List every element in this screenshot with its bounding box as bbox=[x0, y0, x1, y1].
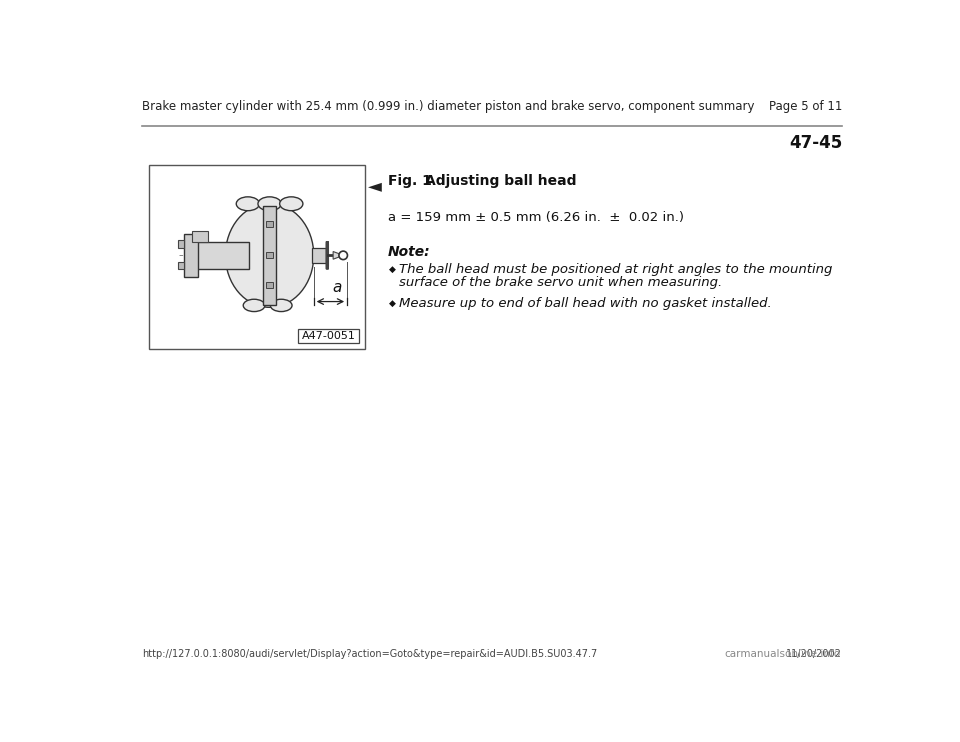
Bar bbox=[266, 220, 274, 227]
Text: carmanualsonline.info: carmanualsonline.info bbox=[725, 649, 841, 659]
Text: Fig. 1: Fig. 1 bbox=[388, 174, 432, 188]
Text: ◄: ◄ bbox=[368, 177, 382, 195]
Bar bbox=[188, 241, 249, 269]
Bar bbox=[263, 206, 276, 305]
Ellipse shape bbox=[258, 197, 281, 211]
Text: a: a bbox=[332, 280, 342, 295]
Bar bbox=[299, 329, 359, 343]
Bar bbox=[266, 252, 274, 257]
Text: Adjusting ball head: Adjusting ball head bbox=[425, 174, 577, 188]
Bar bbox=[192, 231, 207, 241]
Bar bbox=[179, 240, 184, 248]
Text: a = 159 mm ± 0.5 mm (6.26 in.  ±  0.02 in.): a = 159 mm ± 0.5 mm (6.26 in. ± 0.02 in.… bbox=[388, 211, 684, 223]
Text: Note:: Note: bbox=[388, 245, 431, 258]
Bar bbox=[179, 261, 184, 269]
Text: 11/20/2002: 11/20/2002 bbox=[786, 649, 842, 659]
Text: ◆: ◆ bbox=[389, 265, 396, 274]
Text: Page 5 of 11: Page 5 of 11 bbox=[769, 100, 842, 113]
Ellipse shape bbox=[236, 197, 259, 211]
Bar bbox=[150, 165, 365, 349]
Text: A47-0051: A47-0051 bbox=[301, 331, 355, 341]
Ellipse shape bbox=[279, 197, 303, 211]
Bar bbox=[312, 248, 326, 263]
Bar bbox=[266, 282, 274, 289]
Polygon shape bbox=[333, 252, 339, 259]
Bar bbox=[184, 234, 199, 277]
Text: 47-45: 47-45 bbox=[789, 134, 842, 151]
Ellipse shape bbox=[271, 299, 292, 312]
Text: The ball head must be positioned at right angles to the mounting: The ball head must be positioned at righ… bbox=[399, 263, 832, 276]
Ellipse shape bbox=[243, 299, 265, 312]
Text: Measure up to end of ball head with no gasket installed.: Measure up to end of ball head with no g… bbox=[399, 297, 772, 310]
Circle shape bbox=[339, 251, 348, 260]
Text: http://127.0.0.1:8080/audi/servlet/Display?action=Goto&type=repair&id=AUDI.B5.SU: http://127.0.0.1:8080/audi/servlet/Displ… bbox=[142, 649, 597, 659]
Text: ◆: ◆ bbox=[389, 298, 396, 307]
Text: Brake master cylinder with 25.4 mm (0.999 in.) diameter piston and brake servo, : Brake master cylinder with 25.4 mm (0.99… bbox=[142, 100, 755, 113]
Ellipse shape bbox=[226, 203, 314, 307]
Text: surface of the brake servo unit when measuring.: surface of the brake servo unit when mea… bbox=[399, 276, 722, 289]
